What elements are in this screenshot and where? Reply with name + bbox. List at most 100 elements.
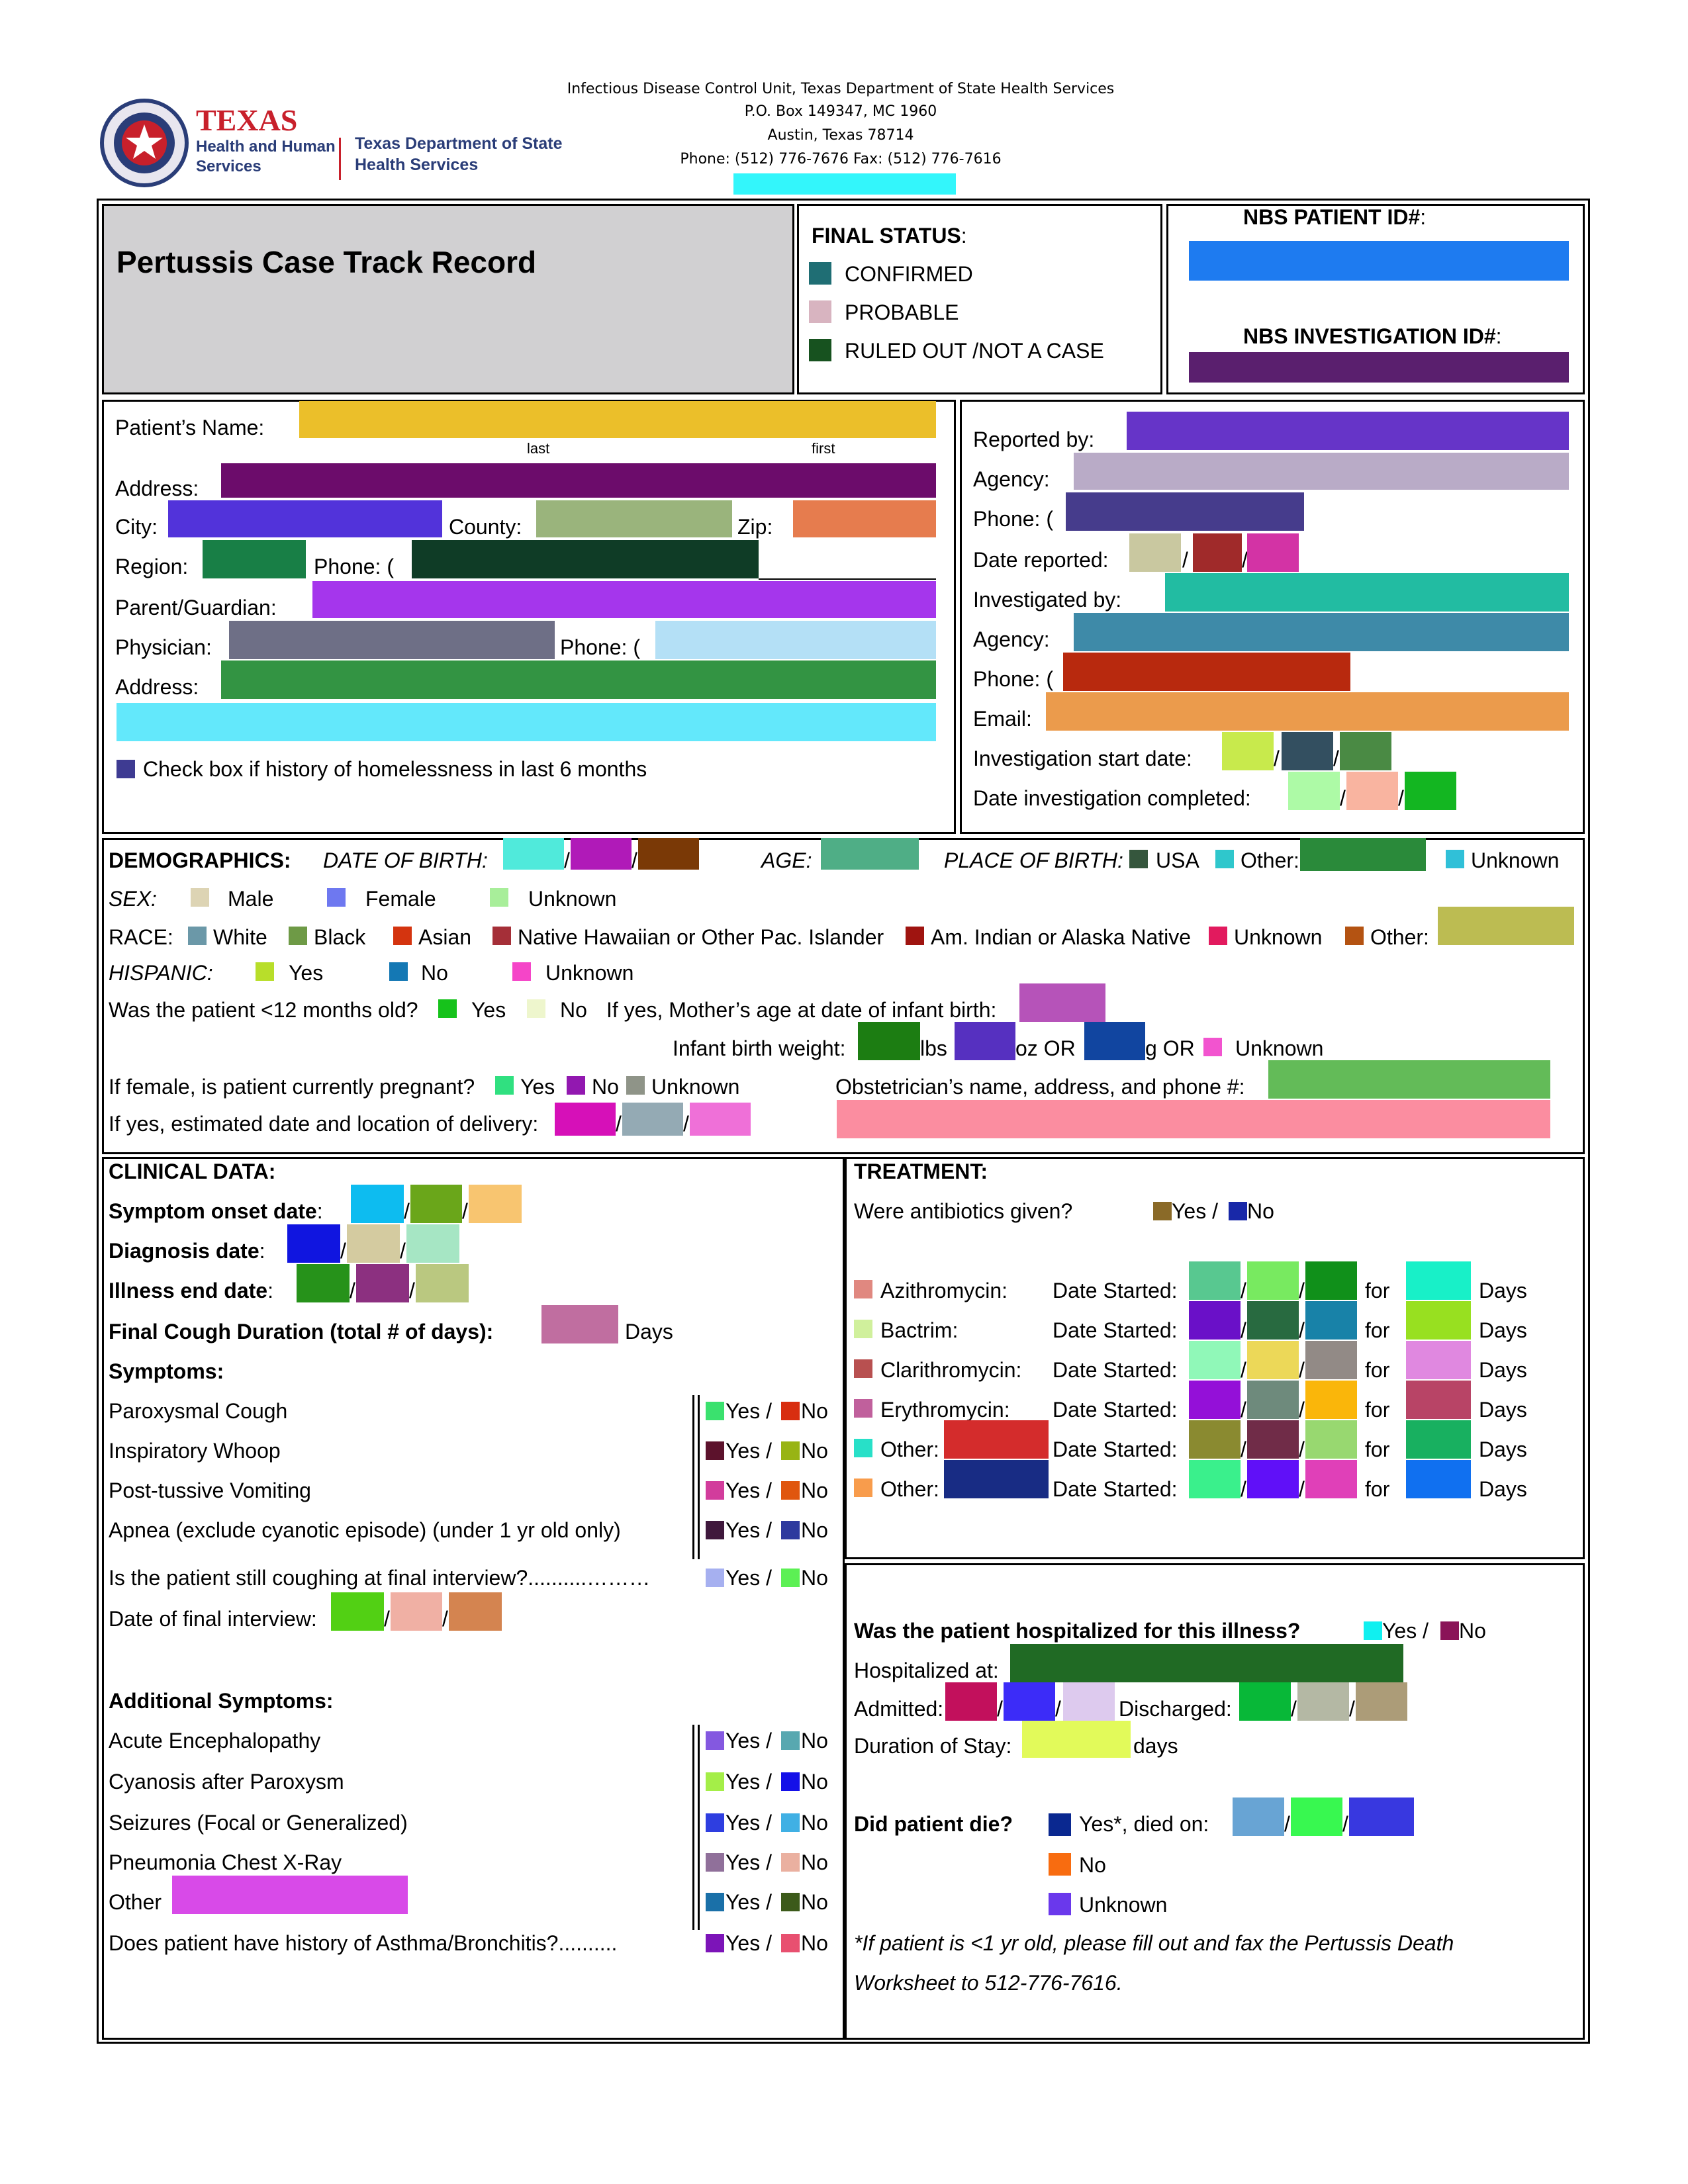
died-month[interactable] <box>1233 1797 1284 1836</box>
illness-end-year[interactable] <box>416 1264 469 1302</box>
start-date-month[interactable] <box>1222 732 1274 770</box>
admitted-year[interactable] <box>1063 1682 1115 1721</box>
race-asian-checkbox[interactable] <box>393 927 412 945</box>
birth-weight-unknown-checkbox[interactable] <box>1203 1038 1222 1056</box>
final-interview-day[interactable] <box>391 1592 442 1631</box>
race-black-checkbox[interactable] <box>289 927 307 945</box>
apnea-no-checkbox[interactable] <box>781 1521 800 1539</box>
hispanic-unknown-checkbox[interactable] <box>512 962 531 981</box>
other-drug2-checkbox[interactable] <box>854 1479 872 1497</box>
physician-address-field[interactable] <box>221 660 936 699</box>
delivery-location-field[interactable] <box>837 1100 1550 1138</box>
guardian-field[interactable] <box>312 581 936 618</box>
nbs-patient-id-field[interactable] <box>1189 241 1569 281</box>
other-drug2-field[interactable] <box>944 1460 1049 1498</box>
homeless-checkbox[interactable] <box>117 760 135 778</box>
bactrim-days[interactable] <box>1406 1301 1471 1340</box>
duration-field[interactable] <box>1022 1721 1131 1758</box>
other-drug2-year[interactable] <box>1305 1460 1357 1498</box>
died-unknown-checkbox[interactable] <box>1049 1893 1071 1915</box>
pob-other-field[interactable] <box>1300 838 1426 871</box>
bactrim-day[interactable] <box>1247 1301 1299 1340</box>
dob-month[interactable] <box>503 838 564 870</box>
date-reported-year[interactable] <box>1247 533 1299 572</box>
illness-end-month[interactable] <box>297 1264 350 1302</box>
county-field[interactable] <box>536 500 732 537</box>
still-coughing-yes-checkbox[interactable] <box>706 1569 724 1587</box>
race-other-checkbox[interactable] <box>1345 927 1364 945</box>
other-drug1-checkbox[interactable] <box>854 1439 872 1457</box>
onset-year[interactable] <box>469 1185 522 1223</box>
reporter-agency-field[interactable] <box>1074 453 1569 490</box>
discharged-day[interactable] <box>1297 1682 1349 1721</box>
birth-weight-grams[interactable] <box>1084 1022 1145 1060</box>
clarithromycin-checkbox[interactable] <box>854 1359 872 1378</box>
whoop-yes-checkbox[interactable] <box>706 1441 724 1460</box>
seizures-yes-checkbox[interactable] <box>706 1813 724 1832</box>
race-other-field[interactable] <box>1438 907 1574 945</box>
delivery-day[interactable] <box>622 1103 683 1136</box>
completed-year[interactable] <box>1405 772 1456 810</box>
hospitalized-yes-checkbox[interactable] <box>1364 1621 1382 1640</box>
obstetrician-field[interactable] <box>1268 1060 1550 1099</box>
other-no-checkbox[interactable] <box>781 1893 800 1911</box>
diagnosis-year[interactable] <box>406 1224 459 1263</box>
pob-usa-checkbox[interactable] <box>1129 850 1148 868</box>
completed-month[interactable] <box>1288 772 1340 810</box>
pneumonia-yes-checkbox[interactable] <box>706 1853 724 1872</box>
apnea-yes-checkbox[interactable] <box>706 1521 724 1539</box>
cyanosis-yes-checkbox[interactable] <box>706 1772 724 1791</box>
physician-phone-field[interactable] <box>655 621 936 659</box>
antibiotics-yes-checkbox[interactable] <box>1153 1202 1172 1220</box>
race-unknown-checkbox[interactable] <box>1209 927 1227 945</box>
admitted-month[interactable] <box>945 1682 997 1721</box>
pob-other-checkbox[interactable] <box>1215 850 1234 868</box>
delivery-year[interactable] <box>690 1103 751 1136</box>
hospitalized-at-field[interactable] <box>1010 1644 1403 1682</box>
final-interview-month[interactable] <box>331 1592 384 1631</box>
vomiting-no-checkbox[interactable] <box>781 1481 800 1500</box>
investigator-agency-field[interactable] <box>1074 613 1569 651</box>
antibiotics-no-checkbox[interactable] <box>1229 1202 1247 1220</box>
whoop-no-checkbox[interactable] <box>781 1441 800 1460</box>
date-reported-day[interactable] <box>1193 533 1242 572</box>
nbs-investigation-id-field[interactable] <box>1189 352 1569 383</box>
sex-unknown-checkbox[interactable] <box>490 888 508 907</box>
other-drug1-days[interactable] <box>1406 1420 1471 1459</box>
cough-duration-field[interactable] <box>541 1305 618 1343</box>
dob-day[interactable] <box>571 838 632 870</box>
date-reported-month[interactable] <box>1129 533 1181 572</box>
email-field[interactable] <box>1046 692 1569 731</box>
erythromycin-checkbox[interactable] <box>854 1399 872 1418</box>
hospitalized-no-checkbox[interactable] <box>1440 1621 1459 1640</box>
pregnant-yes-checkbox[interactable] <box>495 1076 514 1095</box>
bactrim-checkbox[interactable] <box>854 1320 872 1338</box>
final-interview-year[interactable] <box>449 1592 502 1631</box>
encephalopathy-yes-checkbox[interactable] <box>706 1731 724 1750</box>
reported-by-field[interactable] <box>1127 412 1569 450</box>
clarithromycin-year[interactable] <box>1305 1341 1357 1379</box>
investigator-phone-field[interactable] <box>1063 653 1350 691</box>
ruled-out-checkbox[interactable] <box>809 339 831 361</box>
other-drug2-day[interactable] <box>1247 1460 1299 1498</box>
diagnosis-day[interactable] <box>347 1224 400 1263</box>
other-drug1-day[interactable] <box>1247 1420 1299 1459</box>
mother-age-field[interactable] <box>1019 983 1105 1022</box>
cyanosis-no-checkbox[interactable] <box>781 1772 800 1791</box>
region-field[interactable] <box>203 540 306 578</box>
illness-end-day[interactable] <box>356 1264 409 1302</box>
vomiting-yes-checkbox[interactable] <box>706 1481 724 1500</box>
still-coughing-no-checkbox[interactable] <box>781 1569 800 1587</box>
died-no-checkbox[interactable] <box>1049 1853 1071 1876</box>
clarithromycin-days[interactable] <box>1406 1341 1471 1379</box>
died-yes-checkbox[interactable] <box>1049 1813 1071 1836</box>
paroxysmal-yes-checkbox[interactable] <box>706 1402 724 1420</box>
other-drug2-month[interactable] <box>1189 1460 1241 1498</box>
died-year[interactable] <box>1349 1797 1414 1836</box>
male-checkbox[interactable] <box>191 888 209 907</box>
delivery-month[interactable] <box>555 1103 616 1136</box>
onset-day[interactable] <box>410 1185 462 1223</box>
other-drug1-month[interactable] <box>1189 1420 1241 1459</box>
other-yes-checkbox[interactable] <box>706 1893 724 1911</box>
completed-day[interactable] <box>1346 772 1398 810</box>
